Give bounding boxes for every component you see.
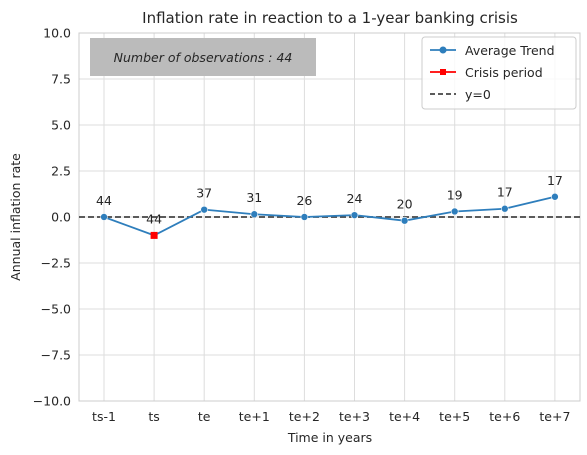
crisis-period-marker xyxy=(151,232,158,239)
y-tick-label: −5.0 xyxy=(41,302,71,317)
x-axis-label: Time in years xyxy=(287,430,372,445)
y-tick-label: 10.0 xyxy=(43,26,71,41)
data-point-average-trend xyxy=(551,193,558,200)
observation-count-label: 37 xyxy=(196,186,212,201)
data-point-average-trend xyxy=(201,206,208,213)
data-point-average-trend xyxy=(101,214,108,221)
x-tick-label: te+4 xyxy=(389,409,420,424)
observation-count-label: 17 xyxy=(497,185,513,200)
legend-label-crisis-period: Crisis period xyxy=(465,65,543,80)
y-tick-label: −10.0 xyxy=(33,394,71,409)
x-tick-label: te+3 xyxy=(339,409,370,424)
x-tick-label: ts-1 xyxy=(92,409,116,424)
observation-count-label: 44 xyxy=(96,193,112,208)
legend: Average Trend Crisis period y=0 xyxy=(422,37,576,109)
data-point-average-trend xyxy=(501,205,508,212)
observation-count-label: 24 xyxy=(347,191,363,206)
data-point-average-trend xyxy=(451,208,458,215)
observation-count-label: 17 xyxy=(547,173,563,188)
observation-count-label: 20 xyxy=(397,197,413,212)
observation-annotation-text: Number of observations : 44 xyxy=(114,50,293,65)
legend-marker-average-trend xyxy=(440,47,447,54)
chart-title: Inflation rate in reaction to a 1-year b… xyxy=(142,9,518,27)
x-tick-label: te+6 xyxy=(489,409,520,424)
data-point-average-trend xyxy=(401,217,408,224)
x-tick-label: ts xyxy=(148,409,159,424)
y-tick-label: −2.5 xyxy=(41,256,71,271)
y-tick-label: 2.5 xyxy=(51,164,71,179)
y-tick-label: −7.5 xyxy=(41,348,71,363)
y-tick-label: 5.0 xyxy=(51,118,71,133)
data-point-average-trend xyxy=(301,214,308,221)
x-tick-label: te+5 xyxy=(439,409,470,424)
legend-label-y0: y=0 xyxy=(465,87,491,102)
legend-label-average-trend: Average Trend xyxy=(465,43,555,58)
data-point-average-trend xyxy=(251,211,258,218)
observation-count-label: 26 xyxy=(296,193,312,208)
y-axis-label: Annual inflation rate xyxy=(8,153,23,281)
data-point-average-trend xyxy=(351,212,358,219)
observation-count-label: 31 xyxy=(246,190,262,205)
legend-marker-crisis-period xyxy=(440,69,446,75)
x-tick-label: te xyxy=(198,409,211,424)
observation-annotation: Number of observations : 44 xyxy=(90,38,316,76)
x-tick-label: te+7 xyxy=(539,409,570,424)
y-tick-label: 0.0 xyxy=(51,210,71,225)
observation-count-label: 44 xyxy=(146,211,162,226)
observation-count-label: 19 xyxy=(447,187,463,202)
x-tick-label: te+2 xyxy=(289,409,320,424)
y-tick-label: 7.5 xyxy=(51,72,71,87)
x-tick-label: te+1 xyxy=(239,409,270,424)
